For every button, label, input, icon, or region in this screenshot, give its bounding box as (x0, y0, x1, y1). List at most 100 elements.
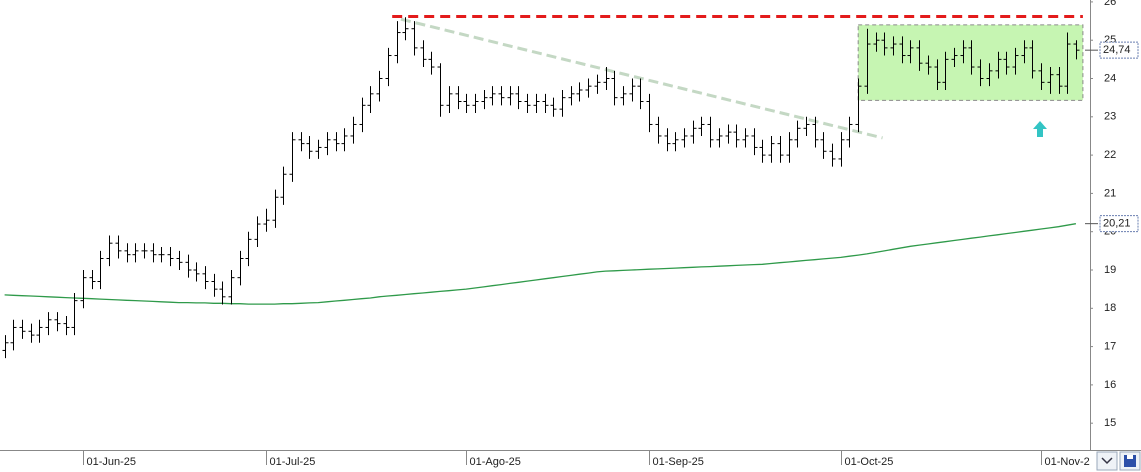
ohlc-bar (10, 319, 17, 351)
ohlc-bar (71, 292, 78, 336)
ohlc-bar (324, 132, 331, 156)
button-frame[interactable] (1096, 451, 1118, 471)
ohlc-bar (1029, 40, 1036, 79)
ohlc-bar (150, 243, 157, 263)
ohlc-bar (359, 97, 366, 133)
y-tick-label: 26 (1104, 0, 1116, 8)
y-tick-label: 23 (1104, 111, 1116, 123)
price-label-box (1099, 41, 1139, 59)
ohlc-bar (245, 231, 252, 267)
ohlc-bar (463, 93, 470, 113)
ohlc-bar (620, 86, 627, 106)
ohlc-bar (603, 67, 610, 90)
ohlc-bar (36, 319, 43, 343)
ohlc-bar (846, 116, 853, 148)
ohlc-bar (855, 78, 862, 133)
ohlc-bar (568, 86, 575, 106)
ohlc-bar (968, 40, 975, 75)
ohlc-bar (507, 86, 514, 106)
ohlc-bar (942, 51, 949, 90)
ohlc-bar (611, 70, 618, 106)
ohlc-bar (515, 86, 522, 110)
ohlc-bar (585, 78, 592, 98)
x-tick-label: 01-Ago-25 (470, 456, 521, 468)
y-tick-label: 17 (1104, 341, 1116, 353)
ohlc-bar (794, 120, 801, 148)
ohlc-bar (681, 128, 688, 148)
ohlc-bar (664, 128, 671, 152)
ohlc-bar (977, 59, 984, 87)
ohlc-bar (411, 21, 418, 56)
ohlc-bar (812, 116, 819, 148)
ohlc-bar (542, 93, 549, 113)
ohlc-bar (576, 82, 583, 102)
ohlc-bar (803, 116, 810, 136)
ohlc-bar (768, 135, 775, 163)
x-tick-label: 01-Sep-25 (653, 456, 704, 468)
y-tick-label: 18 (1104, 302, 1116, 314)
ohlc-bar (333, 132, 340, 152)
x-tick-label: 01-Jun-25 (87, 456, 137, 468)
ohlc-bar (934, 59, 941, 90)
ohlc-bar (498, 86, 505, 106)
y-tick-label: 15 (1104, 417, 1116, 429)
y-tick-label: 22 (1104, 149, 1116, 161)
ohlc-bar (437, 63, 444, 117)
ohlc-bar (550, 97, 557, 117)
ohlc-bar (1003, 51, 1010, 75)
ohlc-bar (725, 124, 732, 144)
ohlc-bar (1047, 67, 1054, 94)
ohlc-bar (786, 132, 793, 163)
ohlc-bar (141, 243, 148, 259)
y-tick-label: 21 (1104, 187, 1116, 199)
ohlc-bar (481, 90, 488, 110)
ohlc-bar (1056, 67, 1063, 94)
ohlc-bar (873, 32, 880, 52)
ohlc-bar (759, 139, 766, 163)
ohlc-bar (455, 86, 462, 110)
ohlc-bar (1012, 47, 1019, 75)
ohlc-bar (97, 250, 104, 290)
ohlc-bar (115, 235, 122, 259)
scroll-button[interactable] (1096, 451, 1118, 471)
save-button[interactable] (1119, 451, 1141, 471)
ohlc-bar (428, 51, 435, 75)
ohlc-bar (19, 319, 26, 339)
price-label: 20,21 (1103, 218, 1131, 230)
ohlc-bar (533, 93, 540, 113)
ohlc-bar (742, 128, 749, 148)
ohlc-bar (54, 312, 61, 332)
ohlc-bar (280, 166, 287, 205)
ohlc-bar (211, 273, 218, 297)
ohlc-bar (446, 86, 453, 113)
ohlc-bar (1073, 40, 1080, 60)
ohlc-bar (185, 254, 192, 278)
ohlc-bar (995, 51, 1002, 79)
ohlc-bar (1038, 63, 1045, 90)
ohlc-bar (829, 143, 836, 167)
ohlc-bar (124, 243, 131, 263)
ohlc-bar (263, 208, 270, 232)
ohlc-bar (838, 132, 845, 167)
ohlc-bar (80, 270, 87, 309)
ohlc-bar (733, 124, 740, 148)
ohlc-bar (89, 270, 96, 290)
ohlc-bar (237, 250, 244, 286)
ohlc-bar (1021, 40, 1028, 64)
ohlc-bar (559, 90, 566, 117)
x-tick-label: 01-Nov-2 (1045, 456, 1090, 468)
x-tick-label: 01-Jul-25 (270, 456, 316, 468)
ohlc-bar (289, 132, 296, 182)
ohlc-bar (132, 243, 139, 263)
ohlc-bar (298, 132, 305, 152)
price-label: 24,74 (1103, 44, 1131, 56)
ohlc-bar (254, 216, 261, 248)
ohlc-bar (402, 17, 409, 41)
ohlc-bar (63, 315, 70, 336)
ohlc-bar (594, 74, 601, 94)
ohlc-bar (890, 36, 897, 56)
ohlc-bar (820, 132, 827, 159)
ohlc-bar (228, 270, 235, 305)
